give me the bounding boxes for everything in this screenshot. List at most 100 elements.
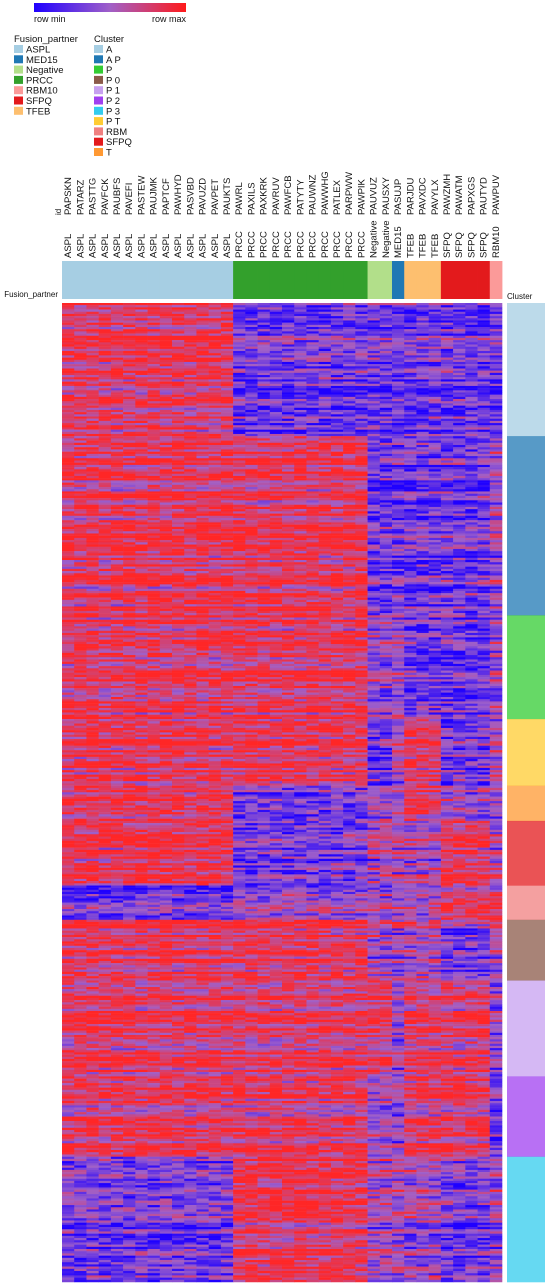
heatmap-cell bbox=[392, 502, 405, 505]
heatmap-cell bbox=[62, 329, 75, 332]
heatmap-cell bbox=[208, 340, 222, 343]
heatmap-cell bbox=[220, 390, 234, 393]
heatmap-cell bbox=[294, 566, 307, 570]
heatmap-cell bbox=[282, 377, 295, 380]
heatmap-cell bbox=[257, 509, 271, 512]
heatmap-cell bbox=[294, 535, 307, 539]
heatmap-cell bbox=[440, 540, 454, 543]
heatmap-cell bbox=[110, 331, 124, 334]
heatmap-cell bbox=[86, 577, 99, 581]
heatmap-cell bbox=[98, 447, 112, 450]
heatmap-cell bbox=[257, 303, 271, 306]
heatmap-cell bbox=[318, 418, 332, 422]
heatmap-cell bbox=[489, 520, 503, 523]
fusion-partner-legend-swatch-tfeb bbox=[14, 106, 23, 115]
heatmap-cell bbox=[245, 337, 258, 341]
heatmap-cell bbox=[489, 375, 503, 378]
cluster-legend-swatch-rbm bbox=[94, 127, 103, 136]
heatmap-cell bbox=[135, 429, 148, 433]
heatmap-cell bbox=[233, 346, 246, 350]
heatmap-cell bbox=[135, 451, 148, 455]
heatmap-cell bbox=[330, 533, 344, 536]
heatmap-cell bbox=[330, 526, 344, 530]
heatmap-cell bbox=[208, 493, 222, 497]
heatmap-cell bbox=[208, 329, 222, 332]
heatmap-cell bbox=[379, 489, 393, 492]
heatmap-cell bbox=[147, 359, 161, 363]
heatmap-cell bbox=[330, 480, 344, 483]
heatmap-cell bbox=[172, 566, 185, 570]
heatmap-cell bbox=[208, 509, 222, 512]
heatmap-cell bbox=[416, 464, 429, 468]
heatmap-cell bbox=[379, 506, 393, 510]
cluster-legend-label-p: P bbox=[106, 65, 112, 76]
heatmap-cell bbox=[306, 557, 319, 561]
heatmap-cell bbox=[428, 560, 442, 563]
heatmap-cell bbox=[355, 425, 368, 428]
heatmap-cell bbox=[110, 564, 124, 567]
heatmap-cell bbox=[184, 579, 197, 583]
heatmap-cell bbox=[343, 351, 356, 354]
heatmap-cell bbox=[233, 562, 246, 565]
heatmap-cell bbox=[477, 351, 491, 354]
heatmap-cell bbox=[453, 498, 466, 501]
heatmap-cell bbox=[257, 586, 271, 590]
heatmap-cell bbox=[428, 368, 442, 371]
heatmap-cell bbox=[416, 416, 429, 419]
heatmap-cell bbox=[245, 324, 258, 328]
heatmap-cell bbox=[196, 458, 209, 461]
heatmap-cell bbox=[330, 342, 344, 345]
heatmap-cell bbox=[184, 375, 197, 378]
annotation-cell-paubfs bbox=[110, 261, 124, 299]
heatmap-cell bbox=[74, 407, 87, 411]
heatmap-cell bbox=[196, 579, 209, 583]
heatmap-cell bbox=[208, 431, 222, 435]
heatmap-cell bbox=[110, 416, 124, 419]
heatmap-cell bbox=[257, 436, 271, 439]
sample-partner-label-parpww: PRCC bbox=[344, 231, 355, 258]
heatmap-cell bbox=[86, 311, 99, 315]
sample-id-patlex: PATLEX bbox=[332, 179, 343, 215]
heatmap-cell bbox=[440, 493, 454, 497]
heatmap-cell bbox=[159, 557, 173, 561]
heatmap-cell bbox=[245, 342, 258, 345]
heatmap-cell bbox=[135, 467, 148, 470]
heatmap-cell bbox=[367, 586, 381, 590]
heatmap-cell bbox=[269, 440, 283, 444]
heatmap-row-band-1 bbox=[62, 361, 503, 365]
heatmap-cell bbox=[294, 320, 307, 323]
heatmap-cell bbox=[416, 316, 429, 319]
heatmap-cell bbox=[404, 388, 417, 391]
heatmap-cell bbox=[428, 353, 442, 356]
heatmap-cell bbox=[98, 368, 112, 371]
heatmap-cell bbox=[74, 375, 87, 378]
heatmap-row-band-1 bbox=[62, 327, 503, 330]
heatmap-cell bbox=[172, 416, 185, 419]
heatmap-cell bbox=[294, 311, 307, 315]
heatmap-cell bbox=[62, 361, 75, 365]
heatmap-cell bbox=[123, 449, 136, 452]
heatmap-cell bbox=[220, 423, 234, 426]
heatmap-cell bbox=[62, 509, 75, 512]
heatmap-cell bbox=[355, 379, 368, 382]
heatmap-cell bbox=[404, 471, 417, 474]
heatmap-cell bbox=[477, 357, 491, 360]
heatmap-cell bbox=[184, 318, 197, 321]
heatmap-cell bbox=[477, 322, 491, 326]
heatmap-cell bbox=[269, 555, 283, 559]
heatmap-cell bbox=[184, 478, 197, 481]
heatmap-cell bbox=[355, 451, 368, 455]
heatmap-cell bbox=[330, 442, 344, 446]
heatmap-cell bbox=[416, 537, 429, 541]
heatmap-cell bbox=[184, 542, 197, 545]
heatmap-cell bbox=[74, 390, 87, 393]
heatmap-cell bbox=[318, 495, 332, 499]
heatmap-cell bbox=[294, 537, 307, 541]
heatmap-cell bbox=[269, 416, 283, 419]
heatmap-cell bbox=[489, 357, 503, 360]
heatmap-cell bbox=[428, 531, 442, 534]
heatmap-cell bbox=[453, 383, 466, 387]
heatmap-cell bbox=[428, 412, 442, 415]
heatmap-cell bbox=[245, 429, 258, 433]
heatmap-cell bbox=[172, 548, 185, 552]
